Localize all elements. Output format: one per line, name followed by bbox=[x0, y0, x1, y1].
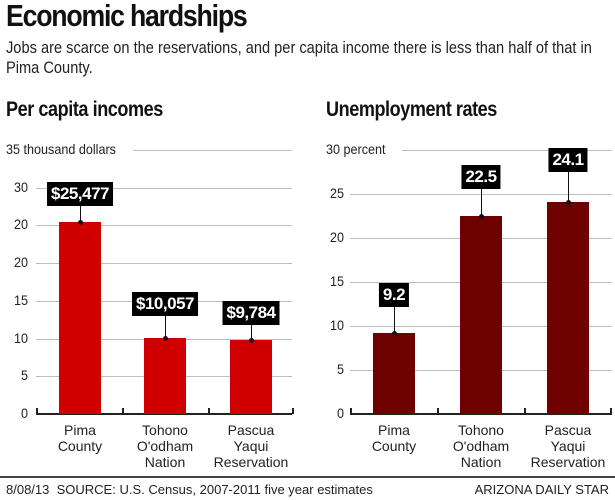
y-tick-label: 0 bbox=[336, 405, 344, 421]
value-label: 9.2 bbox=[378, 283, 410, 307]
category-label-line: O'odham bbox=[452, 438, 510, 454]
bar bbox=[373, 333, 415, 414]
x-axis bbox=[36, 413, 292, 415]
category-label: Pascua Yaqui Reservation bbox=[523, 422, 613, 470]
data-point-dot bbox=[479, 214, 484, 219]
category-label-line: Pascua bbox=[544, 422, 592, 438]
category-label: Pima County bbox=[35, 422, 125, 454]
y-tick-label: 20 bbox=[13, 216, 28, 232]
category-label: Pima County bbox=[349, 422, 439, 454]
x-axis-tick bbox=[610, 408, 612, 414]
y-tick-label: 30 bbox=[13, 179, 28, 195]
category-label-line: O'odham bbox=[136, 438, 194, 454]
x-axis-tick bbox=[350, 408, 352, 414]
value-label: $9,784 bbox=[222, 301, 280, 325]
category-label-line: Tohono bbox=[142, 422, 188, 438]
gridline bbox=[402, 150, 612, 151]
category-label-line: Yaqui bbox=[233, 438, 269, 454]
category-label-line: Pascua bbox=[227, 422, 275, 438]
y-tick-label: 10 bbox=[13, 330, 28, 346]
page-subtitle: Jobs are scarce on the reservations, and… bbox=[6, 38, 592, 77]
bar bbox=[59, 222, 101, 414]
publisher-credit: ARIZONA DAILY STAR bbox=[474, 482, 609, 497]
y-tick-label: 5 bbox=[336, 361, 344, 377]
x-axis-tick bbox=[122, 408, 124, 414]
y-tick-label: 15 bbox=[329, 273, 344, 289]
leader-line bbox=[568, 170, 569, 202]
y-axis-unit-label: 30 percent bbox=[326, 141, 386, 157]
category-label-line: County bbox=[57, 438, 103, 454]
y-tick-label: 5 bbox=[20, 367, 28, 383]
category-label-line: Pima bbox=[378, 422, 410, 438]
x-axis-tick bbox=[208, 408, 210, 414]
category-label: Tohono O'odham Nation bbox=[436, 422, 526, 470]
gridline bbox=[36, 263, 292, 264]
x-axis-tick bbox=[524, 408, 526, 414]
bar bbox=[144, 338, 186, 414]
gridline bbox=[133, 150, 292, 151]
y-tick-label: 25 bbox=[329, 185, 344, 201]
income-chart-title: Per capita incomes bbox=[6, 98, 163, 121]
bar bbox=[230, 340, 272, 414]
data-point-dot bbox=[78, 220, 83, 225]
category-label-line: Nation bbox=[460, 454, 502, 470]
value-label: $25,477 bbox=[47, 182, 113, 206]
category-label-line: Pima bbox=[64, 422, 96, 438]
leader-line bbox=[481, 187, 482, 216]
x-axis bbox=[350, 413, 612, 415]
leader-line bbox=[394, 305, 395, 333]
category-label-line: Nation bbox=[144, 454, 186, 470]
page-title: Economic hardships bbox=[6, 0, 248, 33]
leader-line bbox=[165, 314, 166, 338]
unemployment-chart-title: Unemployment rates bbox=[326, 98, 497, 121]
value-label: 22.5 bbox=[461, 165, 501, 189]
data-point-dot bbox=[163, 336, 168, 341]
y-tick-label: 0 bbox=[20, 405, 28, 421]
category-label-line: Reservation bbox=[530, 454, 606, 470]
y-axis-unit-label: 35 thousand dollars bbox=[6, 141, 116, 157]
gridline bbox=[36, 225, 292, 226]
y-tick-label: 20 bbox=[329, 229, 344, 245]
y-tick-label: 15 bbox=[13, 292, 28, 308]
data-point-dot bbox=[249, 338, 254, 343]
x-axis-tick bbox=[292, 408, 294, 414]
value-label: 24.1 bbox=[548, 148, 588, 172]
source-note: 8/08/13 SOURCE: U.S. Census, 2007-2011 f… bbox=[6, 482, 373, 497]
category-label-line: Tohono bbox=[458, 422, 504, 438]
leader-line bbox=[80, 204, 81, 222]
category-label-line: Yaqui bbox=[550, 438, 586, 454]
value-label: $10,057 bbox=[132, 292, 198, 316]
data-point-dot bbox=[392, 331, 397, 336]
category-label-line: County bbox=[371, 438, 417, 454]
x-axis-tick bbox=[437, 408, 439, 414]
leader-line bbox=[251, 323, 252, 340]
category-label: Tohono O'odham Nation bbox=[120, 422, 210, 470]
bar bbox=[547, 202, 589, 414]
gridline bbox=[36, 188, 292, 189]
footer-divider bbox=[0, 476, 615, 478]
bar bbox=[460, 216, 502, 414]
data-point-dot bbox=[566, 200, 571, 205]
y-tick-label: 10 bbox=[329, 317, 344, 333]
y-tick-label: 20 bbox=[13, 254, 28, 270]
x-axis-tick bbox=[36, 408, 38, 414]
category-label-line: Reservation bbox=[213, 454, 289, 470]
category-label: Pascua Yaqui Reservation bbox=[206, 422, 296, 470]
